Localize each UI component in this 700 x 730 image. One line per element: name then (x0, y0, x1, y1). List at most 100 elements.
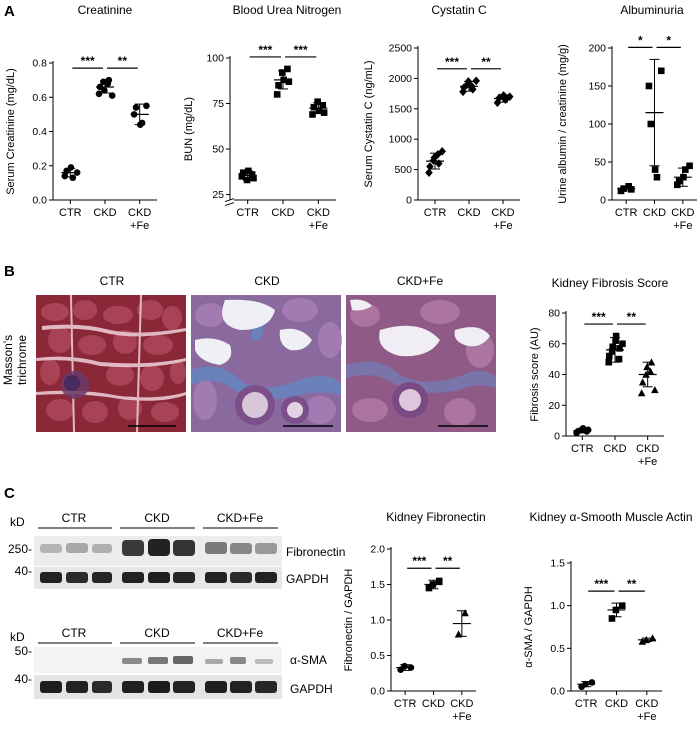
y-tick-label: 0.0 (370, 686, 385, 698)
data-point (653, 173, 661, 181)
panel-a-letter: A (4, 3, 15, 20)
significance-label: *** (412, 554, 426, 568)
y-tick-label: 0.8 (32, 58, 47, 70)
significance-label: ** (443, 554, 453, 568)
data-point (673, 181, 681, 189)
y-axis-label: Serum Cystatin C (ng/mL) (363, 60, 375, 187)
data-point (101, 87, 108, 94)
x-tick-label: CKD (457, 207, 480, 219)
data-point (435, 577, 443, 585)
data-point (645, 82, 653, 90)
y-tick-label: 0.6 (32, 92, 47, 104)
y-tick-label: 80 (548, 308, 560, 320)
data-point (238, 173, 246, 180)
micro-image-ckdfe (346, 295, 496, 432)
blot-gapdh-bottom (34, 675, 282, 699)
y-axis-label: Urine albumin / creatinine (mg/g) (557, 44, 569, 204)
significance-label: * (666, 33, 671, 47)
x-tick-label: CKD (307, 207, 330, 219)
y-tick-label: 1.0 (550, 600, 565, 612)
chart-title: Albuminuria (620, 3, 684, 17)
data-point (612, 332, 620, 340)
blot-bottom-marker-50: 50- (15, 644, 32, 658)
data-point (608, 615, 616, 622)
x-tick-label: +Fe (638, 456, 657, 468)
x-tick-label: CTR (615, 207, 638, 219)
chart-2: Cystatin C Serum Cystatin C (ng/mL) 0 500 10… (363, 3, 520, 232)
data-point (105, 76, 113, 84)
y-tick-label: 0.5 (370, 650, 385, 662)
data-point (108, 92, 116, 99)
data-point (309, 111, 316, 118)
significance-label: ** (627, 310, 637, 324)
y-tick-label: 2.0 (370, 544, 385, 556)
x-tick-label: CTR (59, 207, 82, 219)
data-point (239, 169, 247, 176)
blot-top-marker-40: 40- (15, 564, 32, 578)
blot-bottom-group-ckd: CKD (144, 626, 170, 640)
data-point (616, 345, 623, 352)
y-tick-label: 20 (548, 400, 560, 412)
y-tick-label: 500 (394, 164, 412, 176)
y-tick-label: 1000 (389, 134, 413, 146)
significance-label: * (638, 33, 643, 47)
blot-fibronectin (34, 536, 282, 566)
chart-6: Kidney α-Smooth Muscle Actin α-SMA / GAPD… (523, 510, 693, 723)
significance-label: ** (118, 54, 128, 68)
y-tick-label: 150 (588, 81, 606, 93)
blot-bottom-group-ctr: CTR (62, 626, 87, 640)
data-point (434, 150, 442, 159)
data-point (584, 426, 592, 434)
data-point (319, 102, 327, 109)
blot-bottom-group-ckdfe: CKD+Fe (217, 626, 264, 640)
data-point (275, 82, 282, 89)
kd-label-bottom: kD (10, 630, 25, 644)
data-point (454, 630, 463, 638)
data-point (651, 166, 659, 173)
y-tick-label: 100 (588, 119, 606, 131)
y-tick-label: 0.4 (32, 126, 47, 138)
data-point (248, 171, 256, 178)
axis-break-gap (226, 199, 234, 205)
data-point (588, 679, 596, 686)
data-point (461, 609, 469, 617)
y-tick-label: 75 (212, 98, 224, 110)
data-point (638, 378, 647, 386)
data-point (646, 367, 655, 375)
blot-top-group-ckdfe: CKD+Fe (217, 511, 264, 525)
y-tick-label: 60 (548, 338, 560, 350)
charts: Creatinine Serum Creatinine (mg/dL) 0.0 0.2… (5, 3, 697, 723)
x-tick-label: CTR (571, 443, 594, 455)
x-tick-label: CKD (603, 443, 626, 455)
y-tick-label: 0.5 (550, 643, 565, 655)
x-tick-label: CKD (128, 207, 151, 219)
data-point (472, 76, 480, 86)
data-point (143, 102, 150, 110)
blot-asma (34, 647, 282, 673)
significance-label: *** (258, 43, 272, 57)
chart-title: Kidney Fibrosis Score (552, 276, 669, 290)
blot-top-group-ctr: CTR (62, 511, 87, 525)
data-point (682, 166, 689, 173)
chart-title: Cystatin C (431, 3, 487, 17)
data-point (430, 153, 439, 162)
chart-title: Blood Urea Nitrogen (233, 3, 342, 17)
micro-label-ckd: CKD (254, 274, 280, 288)
y-tick-label: 0 (600, 195, 606, 207)
x-tick-label: CKD (605, 698, 628, 710)
y-tick-label: 40 (548, 369, 560, 381)
x-tick-label: CTR (394, 698, 417, 710)
data-point (310, 103, 318, 111)
data-point (132, 104, 140, 111)
blot-top-group-ckd: CKD (144, 511, 170, 525)
y-axis-label: Fibronectin / GAPDH (343, 569, 355, 672)
chart-title: Creatinine (78, 3, 133, 17)
blot-label-asma: α-SMA (290, 653, 327, 667)
chart-4: Kidney Fibrosis Score Fibrosis score (AU)… (529, 276, 669, 468)
significance-label: *** (81, 54, 95, 68)
chart-title: Kidney Fibronectin (386, 510, 485, 524)
data-point (612, 337, 619, 344)
blot-bottom-marker-40: 40- (15, 672, 32, 686)
panel-b-letter: B (4, 263, 15, 280)
